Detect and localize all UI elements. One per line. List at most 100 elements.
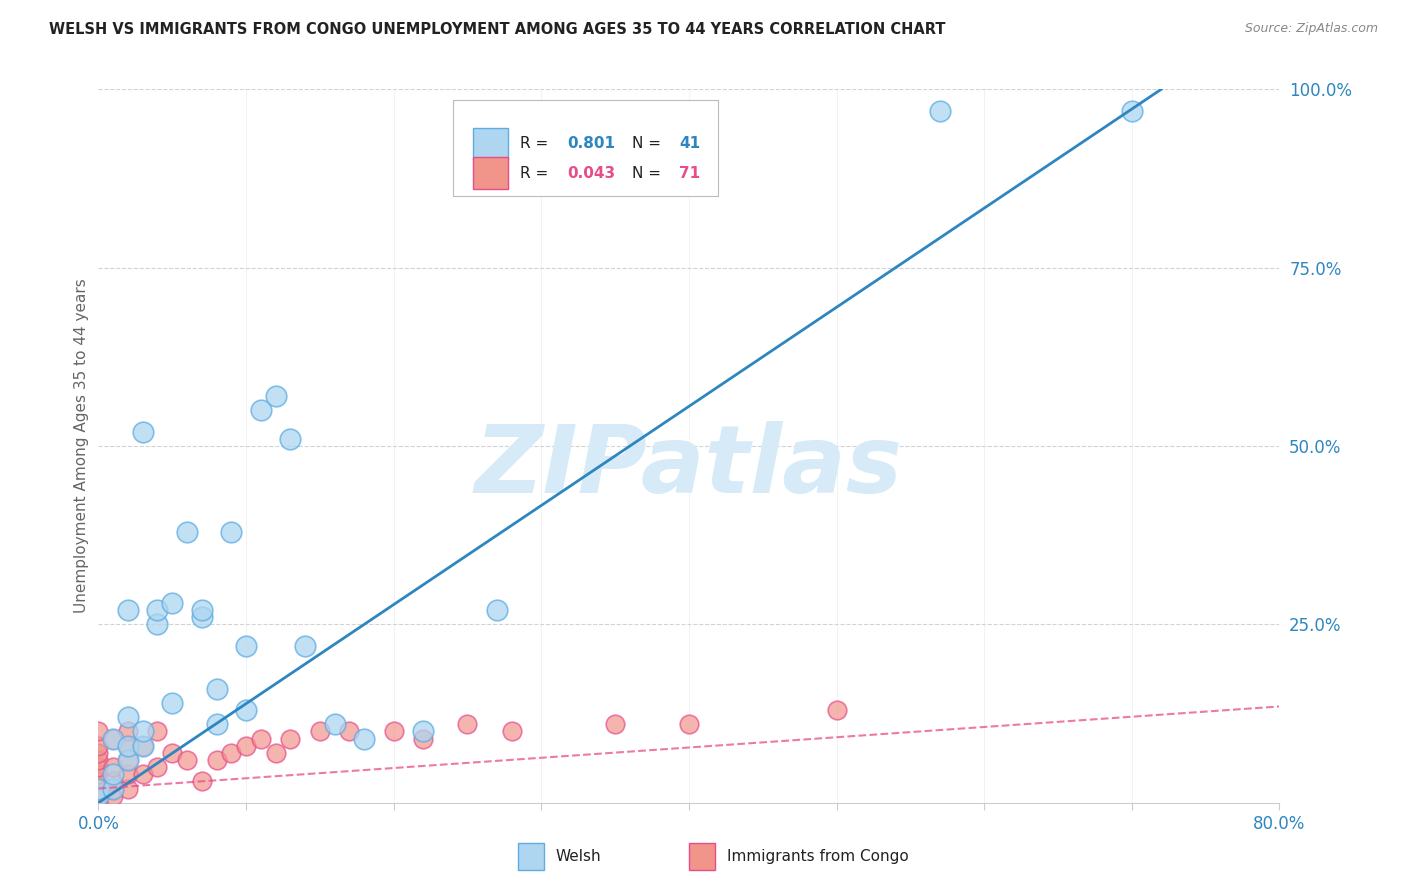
Point: [87, 781, 110, 796]
Text: Welsh: Welsh: [555, 849, 602, 863]
Point: [235, 703, 257, 717]
Point: [205, 681, 228, 696]
Point: [176, 753, 198, 767]
Point: [87, 796, 110, 810]
Point: [146, 617, 169, 632]
Point: [486, 603, 509, 617]
Point: [132, 425, 155, 439]
Point: [162, 596, 183, 610]
Text: ZIPatlas: ZIPatlas: [475, 421, 903, 514]
Point: [87, 796, 110, 810]
Point: [264, 746, 287, 760]
Point: [191, 603, 214, 617]
Point: [103, 731, 125, 746]
Point: [219, 746, 242, 760]
Point: [323, 717, 346, 731]
Text: N =: N =: [633, 136, 666, 151]
Point: [117, 739, 139, 753]
Text: 71: 71: [679, 166, 700, 180]
Point: [87, 796, 110, 810]
Point: [103, 774, 125, 789]
Y-axis label: Unemployment Among Ages 35 to 44 years: Unemployment Among Ages 35 to 44 years: [75, 278, 89, 614]
Point: [162, 696, 183, 710]
Point: [353, 731, 375, 746]
Point: [103, 781, 125, 796]
Point: [117, 603, 139, 617]
Point: [928, 103, 950, 118]
Point: [264, 389, 287, 403]
Point: [132, 739, 155, 753]
Point: [117, 739, 139, 753]
FancyBboxPatch shape: [689, 843, 714, 870]
Point: [278, 731, 302, 746]
Point: [87, 796, 110, 810]
Text: N =: N =: [633, 166, 666, 180]
Point: [103, 731, 125, 746]
Point: [87, 781, 110, 796]
Text: Immigrants from Congo: Immigrants from Congo: [727, 849, 908, 863]
Point: [176, 524, 198, 539]
Text: 41: 41: [679, 136, 700, 151]
Point: [103, 781, 125, 796]
Point: [205, 753, 228, 767]
Point: [456, 717, 478, 731]
Point: [146, 724, 169, 739]
Point: [191, 610, 214, 624]
Point: [87, 796, 110, 810]
Point: [382, 724, 405, 739]
Text: 0.801: 0.801: [567, 136, 616, 151]
Point: [87, 789, 110, 803]
Point: [278, 432, 302, 446]
Text: 0.043: 0.043: [567, 166, 616, 180]
FancyBboxPatch shape: [472, 157, 508, 189]
Point: [1121, 103, 1143, 118]
Point: [117, 781, 139, 796]
Point: [103, 767, 125, 781]
Point: [412, 724, 434, 739]
Point: [412, 731, 434, 746]
Point: [250, 731, 273, 746]
Point: [309, 724, 332, 739]
Point: [117, 767, 139, 781]
FancyBboxPatch shape: [517, 843, 544, 870]
Point: [235, 739, 257, 753]
Point: [678, 717, 700, 731]
Point: [87, 781, 110, 796]
Text: WELSH VS IMMIGRANTS FROM CONGO UNEMPLOYMENT AMONG AGES 35 TO 44 YEARS CORRELATIO: WELSH VS IMMIGRANTS FROM CONGO UNEMPLOYM…: [49, 22, 946, 37]
Text: Source: ZipAtlas.com: Source: ZipAtlas.com: [1244, 22, 1378, 36]
Point: [87, 767, 110, 781]
Point: [162, 746, 183, 760]
Point: [250, 403, 273, 417]
Point: [235, 639, 257, 653]
Point: [132, 724, 155, 739]
Point: [605, 717, 627, 731]
FancyBboxPatch shape: [453, 100, 718, 196]
Point: [87, 796, 110, 810]
Point: [205, 717, 228, 731]
Point: [337, 724, 360, 739]
Point: [87, 789, 110, 803]
Point: [117, 753, 139, 767]
Point: [117, 724, 139, 739]
Point: [501, 724, 523, 739]
Point: [103, 789, 125, 803]
Point: [605, 103, 627, 118]
Point: [87, 774, 110, 789]
Point: [191, 774, 214, 789]
Point: [87, 739, 110, 753]
Point: [87, 746, 110, 760]
Point: [825, 703, 848, 717]
Text: R =: R =: [520, 166, 553, 180]
Point: [87, 789, 110, 803]
Point: [219, 524, 242, 539]
Point: [87, 753, 110, 767]
Point: [294, 639, 316, 653]
Point: [103, 760, 125, 774]
Text: R =: R =: [520, 136, 553, 151]
Point: [117, 710, 139, 724]
FancyBboxPatch shape: [472, 128, 508, 160]
Point: [117, 753, 139, 767]
Point: [87, 760, 110, 774]
Point: [87, 724, 110, 739]
Point: [146, 603, 169, 617]
